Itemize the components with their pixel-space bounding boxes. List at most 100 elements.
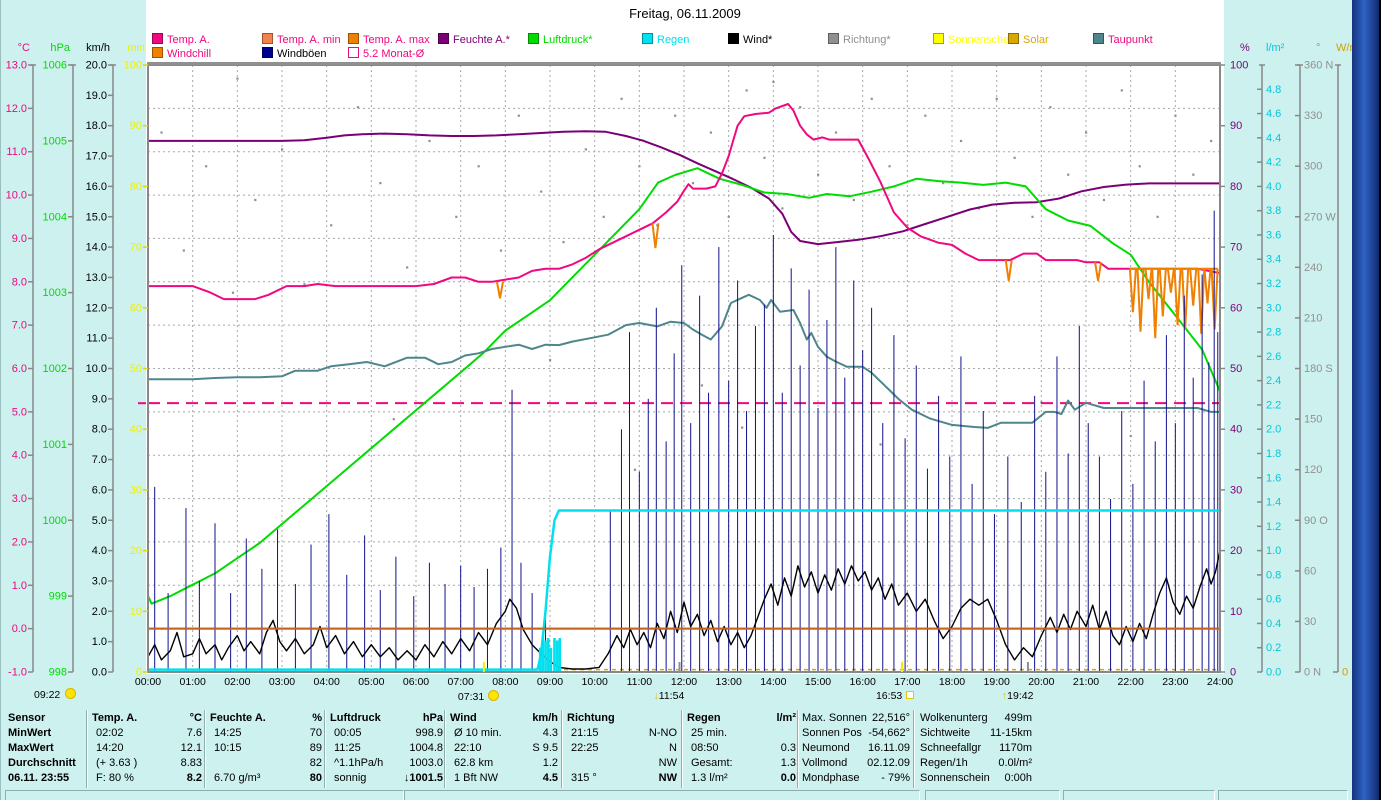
info-value: 22,516° [871, 712, 910, 724]
axis-label-sunshine-minutes: 0 [136, 667, 142, 679]
axis-label-wind-speed: 17.0 [86, 151, 107, 163]
axis-label-wind-speed: 16.0 [86, 181, 107, 193]
axis-label-wind-speed: 12.0 [86, 302, 107, 314]
axis-label-rain-amount: 3.8 [1266, 205, 1281, 217]
table-cell-value: 70 [309, 727, 322, 739]
axis-label-wind-speed: 13.0 [86, 272, 107, 284]
direction-dot [392, 418, 395, 421]
direction-dot [879, 443, 882, 446]
table-separator [797, 710, 799, 788]
axis-label-rain-amount: 2.8 [1266, 327, 1281, 339]
axis-label-rain-amount: 0.0 [1266, 667, 1281, 679]
axis-label-wind-speed: 18.0 [86, 120, 107, 132]
axis-label-wind-direction: 330 [1304, 110, 1322, 122]
axis-label-wind-direction: 90 O [1304, 515, 1328, 527]
direction-dot [781, 207, 784, 210]
windchill-spike [1173, 268, 1182, 326]
axis-label-humidity: 10 [1230, 606, 1242, 618]
info-value: 16.11.09 [867, 742, 910, 754]
axis-label-sunshine-minutes: 40 [130, 424, 142, 436]
rain-intensity-bar [546, 638, 550, 672]
axis-label-temperature: 4.0 [12, 450, 27, 462]
rain-intensity-bar [549, 647, 553, 672]
legend-label: Richtung* [843, 34, 891, 46]
x-tick-label: 19:00 [983, 676, 1010, 688]
axis-label-rain-amount: 2.0 [1266, 424, 1281, 436]
axis-label-wind-speed: 5.0 [92, 515, 107, 527]
legend-swatch-icon [728, 33, 739, 44]
table-cell-value: 89 [309, 742, 322, 754]
table-separator [681, 710, 683, 788]
axis-label-rain-amount: 2.4 [1266, 375, 1281, 387]
direction-dot [870, 97, 873, 100]
info-label: Wolkenunterg [920, 712, 988, 724]
axis-label-wind-direction: 0 N [1304, 667, 1321, 679]
table-cell-time: 10:15 [214, 742, 242, 754]
table-cell-time: sonnig [334, 772, 367, 784]
legend-swatch-icon [262, 33, 273, 44]
direction-dot [1129, 434, 1132, 438]
legend-label: Luftdruck* [543, 34, 593, 46]
info-label: Mondphase [802, 772, 860, 784]
axis-label-solar: 0 [1342, 667, 1348, 679]
axis-label-rain-amount: 0.6 [1266, 594, 1281, 606]
direction-dot [674, 114, 677, 117]
chart-plot: 13.0 12.0 11.0 10.0 9.0 8.0 7.0 6.0 5.0 4.0 3.0 2.0… [6, 60, 1349, 679]
windchill-spike [1158, 268, 1167, 317]
info-label: Sonnenschein [920, 772, 990, 784]
axis-label-rain-amount: 0.2 [1266, 642, 1281, 654]
axis-label-wind-speed: 6.0 [92, 484, 107, 496]
axis-label-wind-direction: 360 N [1304, 60, 1333, 72]
axis-label-humidity: 30 [1230, 484, 1242, 496]
legend-item: Taupunkt [1093, 33, 1153, 46]
legend-item: Feuchte A.* [438, 33, 510, 46]
axis-label-temperature: 2.0 [12, 536, 27, 548]
info-label: Regen/1h [920, 757, 968, 769]
direction-dot [763, 156, 766, 159]
info-value: 11-15km [990, 727, 1032, 739]
legend-item: Solar [1008, 33, 1049, 46]
axis-label-temperature: -1.0 [8, 667, 27, 679]
table-col-unit: °C [189, 712, 202, 724]
direction-dot [888, 165, 891, 168]
axis-label-wind-speed: 8.0 [92, 424, 107, 436]
info-label: Sonnen Pos [802, 727, 862, 739]
axis-label-pressure: 999 [49, 591, 67, 603]
table-separator [444, 710, 446, 788]
axis-label-wind-direction: 180 S [1304, 363, 1333, 375]
direction-dot [1192, 173, 1195, 176]
x-tick-label: 21:00 [1072, 676, 1100, 688]
legend-swatch-icon [1008, 33, 1019, 44]
direction-dot [549, 359, 552, 362]
axis-label-temperature: 10.0 [6, 190, 27, 202]
info-value: - 79% [881, 772, 910, 784]
direction-dot [995, 97, 998, 100]
axis-label-wind-speed: 9.0 [92, 393, 107, 405]
table-cell-time: 6.70 g/m³ [214, 772, 261, 784]
axis-label-sunshine-minutes: 50 [130, 363, 142, 375]
axis-label-wind-speed: 11.0 [86, 333, 107, 345]
table-cell-value: N-NO [648, 727, 677, 739]
direction-dot [584, 148, 587, 151]
direction-dot [638, 165, 641, 168]
direction-dot [924, 114, 927, 117]
axis-unit-rain-amount: l/m² [1266, 42, 1285, 54]
table-col-unit: hPa [422, 712, 443, 724]
axis-label-rain-amount: 2.6 [1266, 351, 1281, 363]
axis-label-temperature: 12.0 [6, 103, 27, 115]
windchill-spike [1166, 268, 1175, 293]
sun-icon [65, 688, 77, 699]
series-temp-a- [147, 103, 1221, 301]
legend-item: Regen [642, 33, 689, 46]
up-arrow-icon: ↑ [1001, 690, 1008, 702]
table-cell-value: 12.1 [180, 742, 202, 754]
status-bar-segment [404, 790, 920, 800]
table-cell-time: Gesamt: [691, 757, 733, 769]
legend-item: 5.2 Monat-Ø [348, 47, 424, 60]
x-tick-label: 13:00 [715, 676, 742, 688]
table-cell-value: 0.0 [780, 772, 796, 784]
axis-label-wind-direction: 150 [1304, 414, 1322, 426]
table-cell-value: 998.9 [415, 727, 443, 739]
direction-dot [1138, 165, 1141, 168]
x-tick-label: 09:00 [536, 676, 564, 688]
